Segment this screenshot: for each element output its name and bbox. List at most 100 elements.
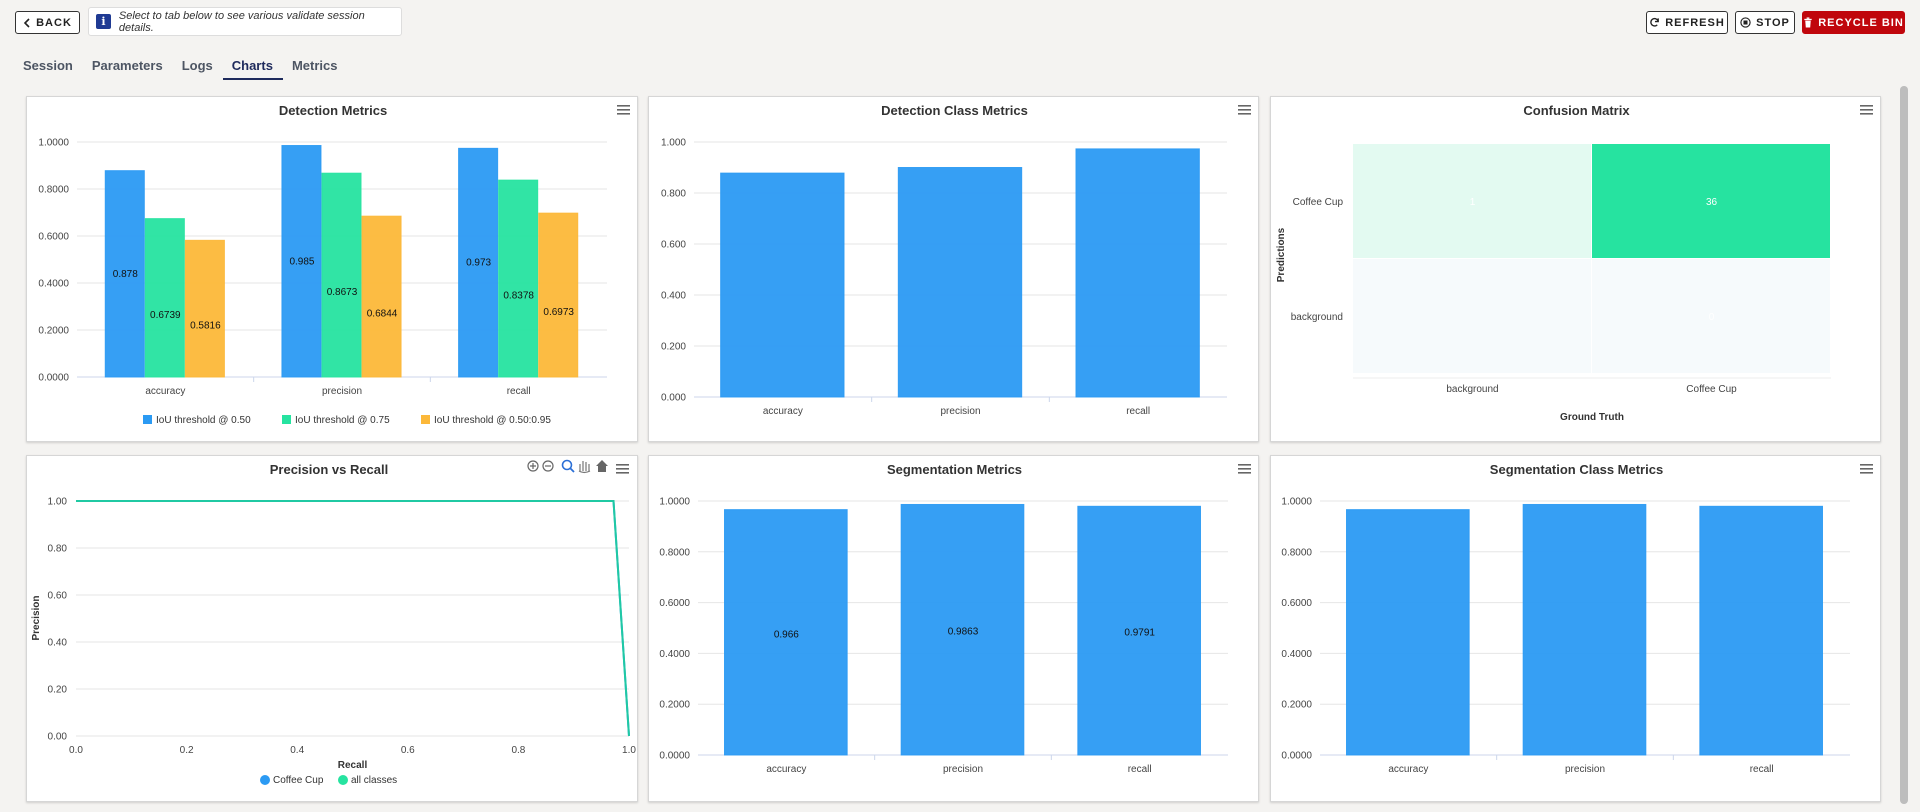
selection-zoom-icon[interactable]: [561, 459, 575, 473]
legend-swatch[interactable]: [282, 415, 291, 424]
menu-line: [1860, 464, 1873, 466]
y-tick-label: 1.000: [661, 138, 686, 149]
bar[interactable]: [104, 170, 145, 378]
recycle-bin-button[interactable]: RECYCLE BIN: [1802, 11, 1905, 34]
heatmap-cell[interactable]: [1353, 259, 1591, 373]
menu-line: [616, 472, 629, 474]
y-axis-title: Precision: [31, 595, 42, 640]
legend-item: IoU threshold @ 0.50:0.95: [434, 415, 551, 426]
y-tick-label: 0.8000: [659, 547, 690, 558]
tab-session[interactable]: Session: [23, 58, 73, 73]
bar[interactable]: [184, 239, 225, 378]
series-line[interactable]: [76, 500, 630, 737]
bar[interactable]: [538, 212, 579, 378]
segmentation-class-metrics-chart: Segmentation Class Metrics 0.0000 0.2000 0.…: [1281, 462, 1873, 775]
back-button[interactable]: BACK: [15, 11, 80, 34]
menu-line: [616, 468, 629, 470]
legend-swatch[interactable]: [143, 415, 152, 424]
y-tick-label: 0.6000: [659, 598, 690, 609]
refresh-button[interactable]: REFRESH: [1646, 11, 1728, 34]
x-tick-label: 1.0: [622, 745, 636, 756]
bar[interactable]: [498, 179, 539, 378]
y-tick-label: 0.4000: [659, 649, 690, 660]
reset-home-icon[interactable]: [596, 460, 608, 472]
cell-value-label: 1: [1470, 197, 1476, 208]
y-tick-label: 1.0000: [659, 497, 690, 508]
legend-swatch[interactable]: [421, 415, 430, 424]
x-tick-label: 0.0: [69, 745, 83, 756]
bar[interactable]: [321, 172, 362, 378]
bar[interactable]: [458, 147, 499, 378]
zoom-in-icon[interactable]: [527, 460, 539, 472]
refresh-icon: [1650, 17, 1660, 27]
confusion-matrix-menu-icon[interactable]: [1860, 105, 1873, 115]
scrollbar-thumb[interactable]: [1900, 86, 1908, 804]
tab-parameters[interactable]: Parameters: [91, 58, 163, 73]
bar[interactable]: [900, 503, 1025, 756]
detection-metrics-menu-icon[interactable]: [617, 105, 630, 115]
menu-line: [1860, 468, 1873, 470]
chart-title: Confusion Matrix: [1523, 103, 1630, 118]
magnifier-handle: [569, 467, 575, 473]
bar[interactable]: [720, 172, 845, 398]
bar[interactable]: [724, 509, 848, 756]
chart-toolbar: [527, 459, 608, 474]
x-tick-label: recall: [507, 386, 531, 397]
bar[interactable]: [144, 218, 185, 378]
menu-line: [617, 109, 630, 111]
series-line[interactable]: [76, 500, 630, 737]
y-tick-label: 0.8000: [1281, 547, 1312, 558]
segmentation-class-metrics-menu-icon[interactable]: [1860, 464, 1873, 474]
heatmap-cell[interactable]: [1592, 259, 1830, 373]
menu-line: [1238, 113, 1251, 115]
pan-hand-icon[interactable]: [578, 461, 591, 474]
x-tick-label: precision: [322, 386, 362, 397]
zoom-out-icon[interactable]: [542, 460, 554, 472]
bar-data-label: 0.966: [774, 629, 799, 640]
x-tick-label: precision: [943, 764, 983, 775]
y-tick-label: 1.0000: [1281, 497, 1312, 508]
chart-title: Segmentation Metrics: [887, 462, 1022, 477]
legend-marker[interactable]: [338, 775, 348, 785]
bar[interactable]: [1077, 505, 1202, 756]
y-tick-label: Coffee Cup: [1293, 197, 1344, 208]
page-scrollbar[interactable]: [1900, 86, 1908, 804]
bar[interactable]: [281, 145, 322, 378]
x-tick-label: 0.8: [511, 745, 525, 756]
panel-segmentation-class-metrics: Segmentation Class Metrics 0.0000 0.2000 0.…: [1270, 455, 1881, 802]
segmentation-metrics-menu-icon[interactable]: [1238, 464, 1251, 474]
y-tick-label: 0.20: [48, 685, 68, 696]
tab-logs[interactable]: Logs: [181, 58, 213, 73]
detection-class-metrics-menu-icon[interactable]: [1238, 105, 1251, 115]
bar-data-label: 0.6739: [150, 310, 181, 321]
bar[interactable]: [1699, 505, 1824, 756]
y-tick-label: 0.0000: [38, 373, 69, 384]
legend-marker[interactable]: [260, 775, 270, 785]
detection-class-metrics-chart: Detection Class Metrics 0.000 0.200 0.400 0.…: [661, 103, 1251, 417]
heatmap-cell[interactable]: [1353, 144, 1591, 258]
legend-item: all classes: [351, 775, 397, 786]
stop-button[interactable]: STOP: [1735, 11, 1795, 34]
bar-data-label: 0.878: [113, 269, 138, 280]
chevron-left-icon: [23, 17, 30, 28]
bar[interactable]: [1346, 509, 1470, 756]
heatmap-cell[interactable]: [1592, 144, 1830, 258]
menu-line: [1238, 472, 1251, 474]
tab-charts[interactable]: Charts: [222, 56, 283, 80]
bar[interactable]: [361, 215, 402, 378]
bar[interactable]: [897, 167, 1023, 398]
panel-precision-vs-recall: Precision vs Recall 0.00 0.20 0.40 0.60 0.80 1…: [26, 455, 638, 802]
menu-line: [1860, 105, 1873, 107]
y-tick-label: 0.4000: [1281, 649, 1312, 660]
stop-label: STOP: [1756, 16, 1790, 29]
info-banner: i Select to tab below to see various val…: [88, 7, 402, 36]
tab-bar: Session Parameters Logs Charts Metrics: [14, 56, 347, 80]
bar[interactable]: [1522, 503, 1647, 756]
precision-vs-recall-menu-icon[interactable]: [616, 464, 629, 474]
y-tick-label: 0.60: [48, 591, 68, 602]
zoom-in-plus: [530, 463, 536, 469]
chart-title: Detection Metrics: [279, 103, 387, 118]
tab-metrics[interactable]: Metrics: [291, 58, 338, 73]
bar[interactable]: [1075, 148, 1200, 398]
x-tick-label: 0.2: [180, 745, 194, 756]
